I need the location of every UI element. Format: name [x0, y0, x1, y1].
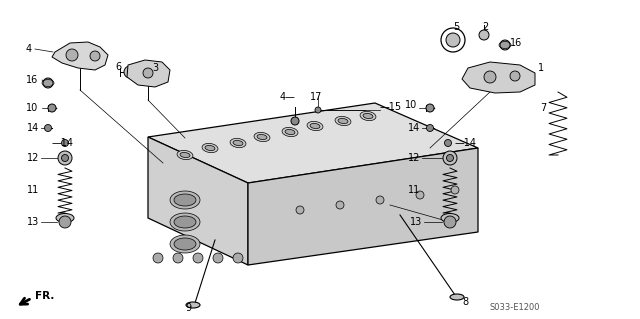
- Circle shape: [443, 151, 457, 165]
- Text: 1: 1: [538, 63, 544, 73]
- Polygon shape: [52, 42, 108, 70]
- Circle shape: [296, 206, 304, 214]
- Text: —15: —15: [380, 102, 402, 112]
- Text: 6: 6: [115, 62, 121, 72]
- Circle shape: [451, 186, 459, 194]
- Circle shape: [445, 139, 451, 146]
- Circle shape: [315, 107, 321, 113]
- Ellipse shape: [233, 140, 243, 145]
- Polygon shape: [148, 137, 248, 265]
- Polygon shape: [148, 103, 478, 183]
- Circle shape: [61, 154, 68, 161]
- Circle shape: [153, 253, 163, 263]
- Text: —14: —14: [455, 138, 477, 148]
- Circle shape: [45, 124, 51, 131]
- Text: 8: 8: [462, 297, 468, 307]
- Text: 13: 13: [410, 217, 422, 227]
- Ellipse shape: [282, 127, 298, 137]
- Ellipse shape: [335, 116, 351, 126]
- Circle shape: [124, 66, 136, 78]
- Ellipse shape: [307, 122, 323, 130]
- Circle shape: [233, 253, 243, 263]
- Text: 17: 17: [310, 92, 323, 102]
- Text: S033-E1200: S033-E1200: [490, 303, 541, 313]
- Circle shape: [479, 30, 489, 40]
- Text: 14: 14: [27, 123, 39, 133]
- Circle shape: [484, 71, 496, 83]
- Circle shape: [444, 216, 456, 228]
- Ellipse shape: [186, 302, 200, 308]
- Text: 16: 16: [26, 75, 38, 85]
- Circle shape: [59, 216, 71, 228]
- Circle shape: [500, 40, 510, 50]
- Circle shape: [291, 117, 299, 125]
- Circle shape: [173, 253, 183, 263]
- Text: 11: 11: [408, 185, 420, 195]
- Text: 5: 5: [453, 22, 460, 32]
- Ellipse shape: [450, 294, 464, 300]
- Ellipse shape: [230, 138, 246, 148]
- Text: 2: 2: [482, 22, 488, 32]
- Ellipse shape: [285, 130, 295, 135]
- Circle shape: [58, 151, 72, 165]
- Ellipse shape: [205, 145, 215, 151]
- Circle shape: [43, 78, 53, 88]
- Text: 11: 11: [27, 185, 39, 195]
- Ellipse shape: [170, 235, 200, 253]
- Circle shape: [426, 104, 434, 112]
- Text: 7: 7: [540, 103, 547, 113]
- Ellipse shape: [338, 118, 348, 123]
- Ellipse shape: [254, 132, 270, 142]
- Circle shape: [336, 201, 344, 209]
- Ellipse shape: [174, 216, 196, 228]
- Circle shape: [193, 253, 203, 263]
- Circle shape: [446, 33, 460, 47]
- Polygon shape: [127, 60, 170, 87]
- Text: 3: 3: [152, 63, 158, 73]
- Text: 4: 4: [26, 44, 32, 54]
- Text: 14: 14: [408, 123, 420, 133]
- Ellipse shape: [170, 191, 200, 209]
- Circle shape: [447, 154, 454, 161]
- Text: FR.: FR.: [35, 291, 54, 301]
- Ellipse shape: [177, 150, 193, 160]
- Ellipse shape: [180, 152, 190, 158]
- Ellipse shape: [441, 213, 459, 222]
- Circle shape: [426, 124, 433, 131]
- Text: —14: —14: [52, 138, 74, 148]
- Polygon shape: [248, 148, 478, 265]
- Circle shape: [61, 139, 68, 146]
- Text: 12: 12: [408, 153, 420, 163]
- Circle shape: [143, 68, 153, 78]
- Text: 10: 10: [26, 103, 38, 113]
- Circle shape: [213, 253, 223, 263]
- Text: 9: 9: [185, 303, 191, 313]
- Ellipse shape: [310, 123, 320, 129]
- Text: 12: 12: [27, 153, 40, 163]
- Circle shape: [510, 71, 520, 81]
- Circle shape: [416, 191, 424, 199]
- Ellipse shape: [202, 144, 218, 152]
- Text: 16: 16: [510, 38, 522, 48]
- Circle shape: [90, 51, 100, 61]
- Text: 13: 13: [27, 217, 39, 227]
- Ellipse shape: [257, 134, 267, 140]
- Ellipse shape: [170, 213, 200, 231]
- Text: 10: 10: [405, 100, 417, 110]
- Ellipse shape: [174, 194, 196, 206]
- Ellipse shape: [174, 238, 196, 250]
- Ellipse shape: [363, 114, 373, 119]
- Circle shape: [66, 49, 78, 61]
- Text: 4—: 4—: [279, 92, 295, 102]
- Circle shape: [48, 104, 56, 112]
- Circle shape: [376, 196, 384, 204]
- Polygon shape: [462, 62, 535, 93]
- Ellipse shape: [360, 111, 376, 121]
- Ellipse shape: [56, 213, 74, 222]
